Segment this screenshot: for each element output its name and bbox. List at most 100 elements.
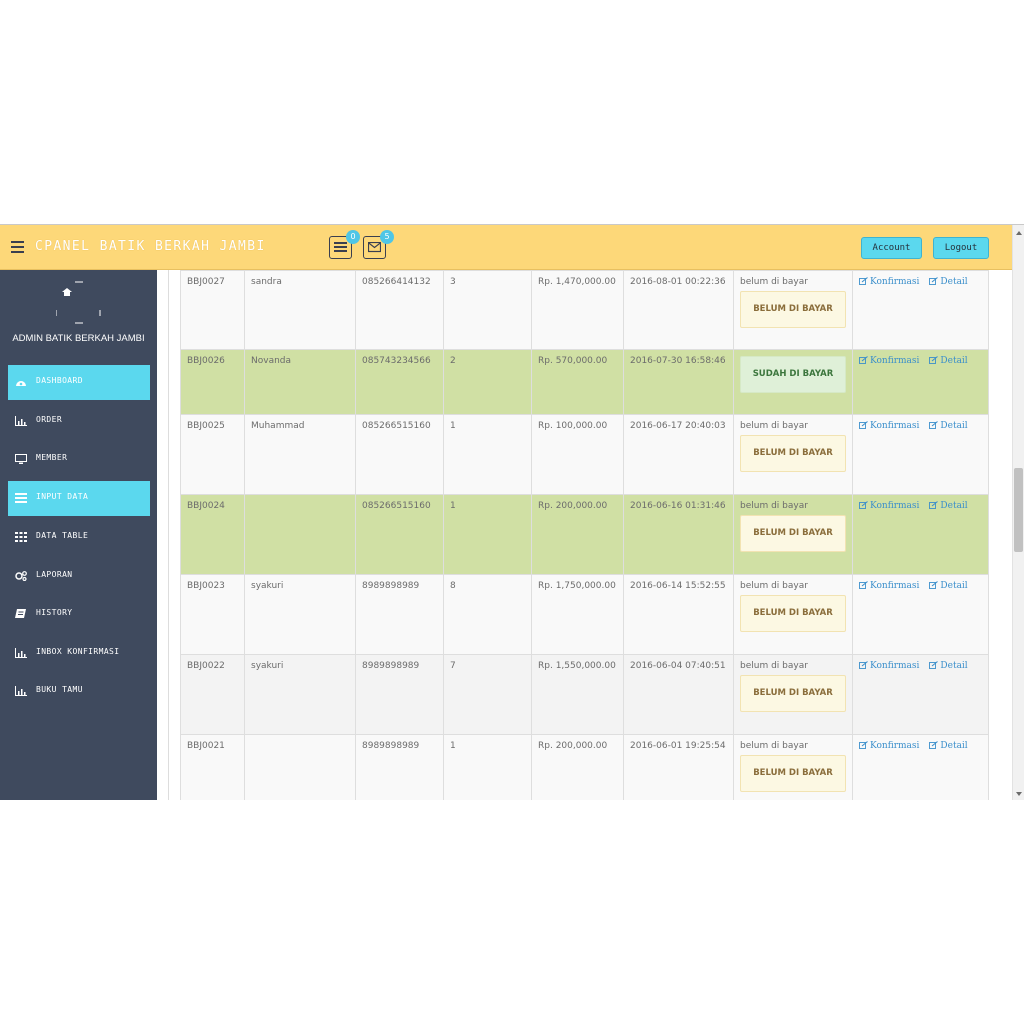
table-row: BBJ0025 Muhammad 085266515160 1 Rp. 100,000.… bbox=[180, 414, 989, 495]
table-row: BBJ0021 8989898989 1 Rp. 200,000.00 2016-06-… bbox=[180, 734, 989, 800]
edit-icon bbox=[859, 661, 868, 669]
konfirmasi-link[interactable]: Konfirmasi bbox=[859, 581, 919, 591]
nav-laporan[interactable]: LAPORAN bbox=[8, 559, 150, 594]
orders-table: BBJ0027 sandra 085266414132 3 Rp. 1,470,000.… bbox=[180, 270, 989, 800]
orders-notification-button[interactable]: 0 bbox=[329, 230, 360, 259]
edit-icon bbox=[859, 501, 868, 509]
scroll-down-arrow-icon[interactable] bbox=[1016, 792, 1022, 796]
status-badge: BELUM DI BAYAR bbox=[740, 435, 846, 472]
date-cell: 2016-06-14 15:52:55 bbox=[623, 574, 734, 655]
brand-title: CPANEL BATIK BERKAH JAMBI bbox=[35, 239, 266, 254]
order-id-cell: BBJ0022 bbox=[180, 654, 245, 735]
detail-link[interactable]: Detail bbox=[929, 581, 968, 591]
nav-member[interactable]: MEMBER bbox=[8, 442, 150, 477]
actions-cell: Konfirmasi Detail bbox=[852, 574, 989, 655]
status-cell: belum di bayar BELUM DI BAYAR bbox=[733, 494, 853, 575]
detail-link[interactable]: Detail bbox=[929, 501, 968, 511]
status-badge: SUDAH DI BAYAR bbox=[740, 356, 846, 393]
nav-label: DASHBOARD bbox=[36, 376, 83, 385]
date-cell: 2016-07-30 16:58:46 bbox=[623, 349, 734, 415]
envelope-icon bbox=[368, 242, 381, 253]
detail-link[interactable]: Detail bbox=[929, 277, 968, 287]
status-cell: SUDAH DI BAYAR bbox=[733, 349, 853, 415]
table-row: BBJ0023 syakuri 8989898989 8 Rp. 1,750,000.0… bbox=[180, 574, 989, 655]
detail-label: Detail bbox=[940, 277, 968, 287]
total-cell: Rp. 1,750,000.00 bbox=[531, 574, 624, 655]
detail-link[interactable]: Detail bbox=[929, 661, 968, 671]
konfirmasi-link[interactable]: Konfirmasi bbox=[859, 421, 919, 431]
order-id-cell: BBJ0024 bbox=[180, 494, 245, 575]
edit-icon bbox=[929, 421, 939, 429]
nav-data-table[interactable]: DATA TABLE bbox=[8, 520, 150, 555]
nav-dashboard[interactable]: DASHBOARD bbox=[8, 365, 150, 400]
date-cell: 2016-06-16 01:31:46 bbox=[623, 494, 734, 575]
mail-badge: 5 bbox=[380, 230, 394, 244]
detail-link[interactable]: Detail bbox=[929, 741, 968, 751]
table-row: BBJ0022 syakuri 8989898989 7 Rp. 1,550,000.0… bbox=[180, 654, 989, 735]
order-id-cell: BBJ0025 bbox=[180, 414, 245, 495]
hamburger-menu-icon[interactable] bbox=[11, 241, 24, 253]
edit-icon bbox=[929, 741, 939, 749]
nav-order[interactable]: ORDER bbox=[8, 404, 150, 439]
nav-label: BUKU TAMU bbox=[36, 685, 83, 694]
status-text: belum di bayar bbox=[740, 501, 808, 511]
table-row: BBJ0024 085266515160 1 Rp. 200,000.00 2016-0… bbox=[180, 494, 989, 575]
scroll-up-arrow-icon[interactable] bbox=[1016, 231, 1022, 235]
nav-label: INPUT DATA bbox=[36, 492, 89, 501]
mail-notification-button[interactable]: 5 bbox=[363, 230, 394, 259]
konfirmasi-link[interactable]: Konfirmasi bbox=[859, 501, 919, 511]
account-button[interactable]: Account bbox=[861, 237, 922, 259]
status-cell: belum di bayar BELUM DI BAYAR bbox=[733, 734, 853, 800]
konfirmasi-link[interactable]: Konfirmasi bbox=[859, 356, 919, 366]
konfirmasi-link[interactable]: Konfirmasi bbox=[859, 277, 919, 287]
status-badge: BELUM DI BAYAR bbox=[740, 675, 846, 712]
detail-link[interactable]: Detail bbox=[929, 421, 968, 431]
nav-label: HISTORY bbox=[36, 608, 73, 617]
edit-icon bbox=[929, 661, 939, 669]
scroll-thumb[interactable] bbox=[1014, 468, 1023, 552]
edit-icon bbox=[929, 501, 939, 509]
customer-name-cell: Novanda bbox=[244, 349, 356, 415]
status-badge: BELUM DI BAYAR bbox=[740, 755, 846, 792]
vertical-scrollbar[interactable] bbox=[1012, 225, 1024, 800]
konfirmasi-link[interactable]: Konfirmasi bbox=[859, 741, 919, 751]
konfirmasi-label: Konfirmasi bbox=[870, 501, 920, 511]
total-cell: Rp. 200,000.00 bbox=[531, 494, 624, 575]
dashboard-icon bbox=[16, 381, 26, 386]
nav-buku-tamu[interactable]: BUKU TAMU bbox=[8, 674, 150, 709]
list-icon bbox=[334, 242, 347, 252]
edit-icon bbox=[859, 356, 868, 364]
order-id-cell: BBJ0026 bbox=[180, 349, 245, 415]
detail-link[interactable]: Detail bbox=[929, 356, 968, 366]
status-cell: belum di bayar BELUM DI BAYAR bbox=[733, 574, 853, 655]
edit-icon bbox=[859, 581, 868, 589]
date-cell: 2016-06-01 19:25:54 bbox=[623, 734, 734, 800]
order-id-cell: BBJ0023 bbox=[180, 574, 245, 655]
status-cell: belum di bayar BELUM DI BAYAR bbox=[733, 414, 853, 495]
quantity-cell: 2 bbox=[443, 349, 532, 415]
logout-button[interactable]: Logout bbox=[933, 237, 989, 259]
bar-chart-icon bbox=[15, 416, 27, 426]
date-cell: 2016-08-01 00:22:36 bbox=[623, 270, 734, 350]
nav-label: DATA TABLE bbox=[36, 531, 89, 540]
nav-input-data[interactable]: INPUT DATA bbox=[8, 481, 150, 516]
actions-cell: Konfirmasi Detail bbox=[852, 414, 989, 495]
nav-inbox-konfirmasi[interactable]: INBOX KONFIRMASI bbox=[8, 636, 150, 671]
customer-name-cell bbox=[244, 494, 356, 575]
status-cell: belum di bayar BELUM DI BAYAR bbox=[733, 270, 853, 350]
konfirmasi-label: Konfirmasi bbox=[870, 356, 920, 366]
edit-icon bbox=[859, 741, 868, 749]
detail-label: Detail bbox=[940, 741, 968, 751]
book-icon bbox=[15, 609, 26, 618]
bar-chart-icon bbox=[15, 686, 27, 696]
konfirmasi-link[interactable]: Konfirmasi bbox=[859, 661, 919, 671]
phone-cell: 085266414132 bbox=[355, 270, 444, 350]
date-cell: 2016-06-04 07:40:51 bbox=[623, 654, 734, 735]
quantity-cell: 8 bbox=[443, 574, 532, 655]
desktop-icon bbox=[15, 454, 27, 464]
edit-icon bbox=[859, 277, 868, 285]
nav-label: INBOX KONFIRMASI bbox=[36, 647, 120, 656]
orders-badge: 0 bbox=[346, 230, 360, 244]
actions-cell: Konfirmasi Detail bbox=[852, 494, 989, 575]
nav-history[interactable]: HISTORY bbox=[8, 597, 150, 632]
